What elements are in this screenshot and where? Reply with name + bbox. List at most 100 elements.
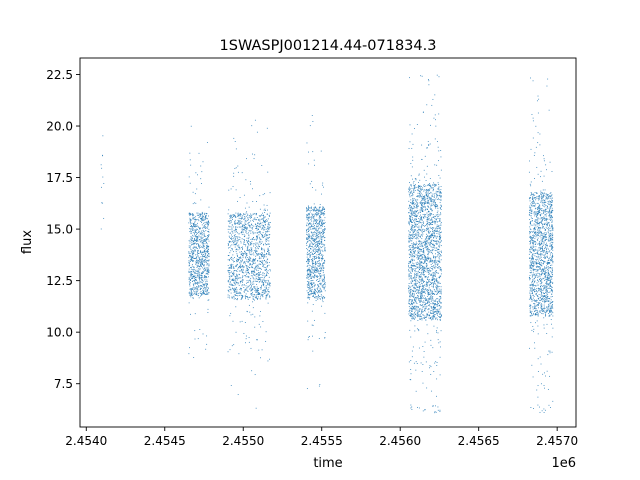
data-point: [318, 257, 320, 259]
data-point: [269, 285, 271, 287]
data-point: [193, 223, 195, 225]
data-point: [318, 217, 320, 219]
data-point: [252, 219, 254, 221]
data-point: [430, 186, 432, 188]
data-point: [189, 253, 191, 255]
data-point: [428, 308, 430, 310]
data-point: [230, 237, 232, 239]
data-point: [307, 214, 308, 216]
data-point: [416, 286, 418, 288]
data-point: [409, 209, 411, 211]
data-point: [245, 245, 247, 247]
data-point: [195, 229, 197, 231]
data-point: [245, 275, 247, 277]
data-point: [419, 179, 421, 181]
data-point: [234, 289, 236, 291]
data-point: [265, 241, 267, 243]
data-point: [309, 275, 311, 277]
data-point: [268, 227, 270, 229]
data-point: [416, 231, 418, 233]
data-point: [205, 242, 207, 243]
data-point: [197, 262, 199, 264]
data-point: [414, 273, 416, 275]
data-point: [260, 274, 262, 276]
data-point: [312, 282, 314, 284]
data-point: [265, 291, 267, 293]
data-point: [193, 284, 194, 286]
data-point: [242, 215, 244, 217]
data-point: [195, 278, 197, 280]
data-point: [232, 219, 233, 220]
data-point: [434, 265, 436, 267]
data-point: [435, 287, 437, 289]
data-point: [189, 226, 191, 227]
data-point: [425, 194, 427, 195]
data-point: [417, 246, 419, 248]
data-point: [206, 284, 208, 286]
data-point: [189, 152, 191, 154]
data-point: [207, 253, 209, 255]
data-point: [421, 277, 423, 279]
data-point: [426, 387, 428, 389]
data-point: [239, 280, 241, 282]
data-point: [308, 292, 310, 293]
data-point: [426, 314, 428, 316]
data-point: [424, 203, 426, 204]
data-point: [253, 270, 255, 272]
data-point: [411, 307, 412, 309]
data-point: [259, 293, 261, 295]
data-point: [237, 214, 239, 216]
data-point: [265, 282, 267, 284]
data-point: [205, 289, 207, 291]
data-point: [310, 253, 312, 255]
data-point: [430, 274, 432, 276]
data-point: [255, 255, 257, 257]
data-point: [257, 288, 259, 289]
data-point: [192, 230, 194, 232]
data-point: [236, 291, 238, 293]
data-point: [413, 188, 415, 190]
data-point: [203, 264, 205, 266]
data-point: [236, 299, 238, 300]
data-point: [314, 246, 316, 248]
data-point: [415, 361, 417, 363]
data-point: [246, 272, 248, 274]
data-point: [258, 219, 259, 221]
data-point: [204, 293, 206, 294]
data-point: [251, 260, 253, 262]
data-point: [417, 196, 419, 198]
data-point: [240, 260, 242, 262]
data-point: [259, 238, 261, 239]
data-point: [307, 273, 309, 275]
data-point: [427, 238, 429, 240]
data-point: [433, 307, 435, 309]
data-point: [316, 237, 318, 239]
data-point: [429, 281, 431, 283]
data-point: [321, 264, 323, 266]
data-point: [419, 269, 420, 270]
data-point: [437, 199, 439, 200]
data-point: [435, 198, 437, 200]
data-point: [409, 309, 411, 311]
data-point: [306, 215, 308, 217]
data-point: [429, 297, 431, 299]
data-point: [197, 338, 199, 340]
data-point: [429, 241, 431, 243]
data-point: [196, 219, 198, 221]
data-point: [311, 282, 313, 284]
data-point: [313, 231, 315, 233]
data-point: [311, 261, 313, 263]
data-point: [412, 249, 414, 251]
data-point: [188, 263, 190, 265]
data-point: [230, 216, 232, 218]
data-point: [250, 293, 252, 294]
data-point: [262, 273, 264, 275]
data-point: [427, 298, 429, 300]
data-point: [205, 281, 207, 283]
data-point: [322, 229, 324, 230]
data-point: [432, 227, 433, 229]
data-point: [201, 265, 203, 267]
data-point: [202, 227, 204, 229]
data-point: [422, 196, 424, 198]
data-point: [206, 283, 208, 285]
